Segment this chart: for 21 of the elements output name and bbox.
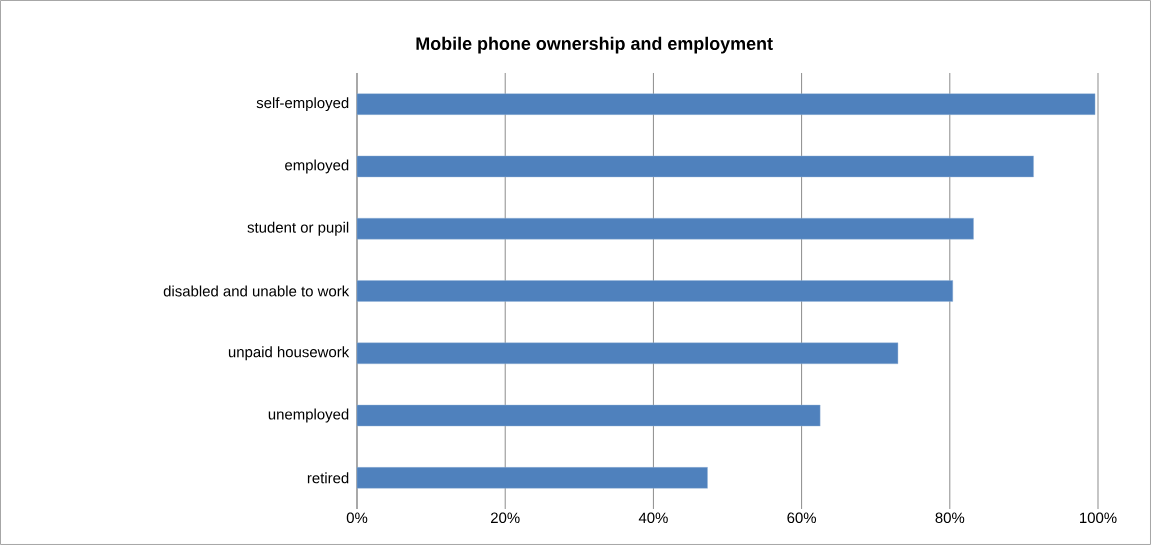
x-tick-label: 80% xyxy=(935,512,965,524)
chart-title: Mobile phone ownership and employment xyxy=(416,36,773,54)
y-tick-label: retired xyxy=(307,472,349,484)
y-tick-label: unemployed xyxy=(268,408,349,423)
bar xyxy=(356,467,708,489)
y-tick-label: student or pupil xyxy=(247,221,349,236)
bar xyxy=(356,155,1034,178)
bar xyxy=(356,280,953,302)
bar xyxy=(356,342,899,364)
x-tick-label: 0% xyxy=(346,512,368,524)
x-tick-label: 40% xyxy=(638,512,668,524)
x-tick-label: 20% xyxy=(491,512,520,524)
y-tick-label: self-employed xyxy=(256,97,349,112)
x-tick-label: 100% xyxy=(1080,512,1117,524)
x-tick-label: 60% xyxy=(787,512,817,524)
bar xyxy=(356,218,974,240)
y-tick-label: unpaid housework xyxy=(228,346,350,361)
bar xyxy=(356,93,1096,115)
y-tick-label: disabled and unable to work xyxy=(163,285,350,297)
y-tick-label: employed xyxy=(285,159,349,174)
bar xyxy=(356,404,821,427)
